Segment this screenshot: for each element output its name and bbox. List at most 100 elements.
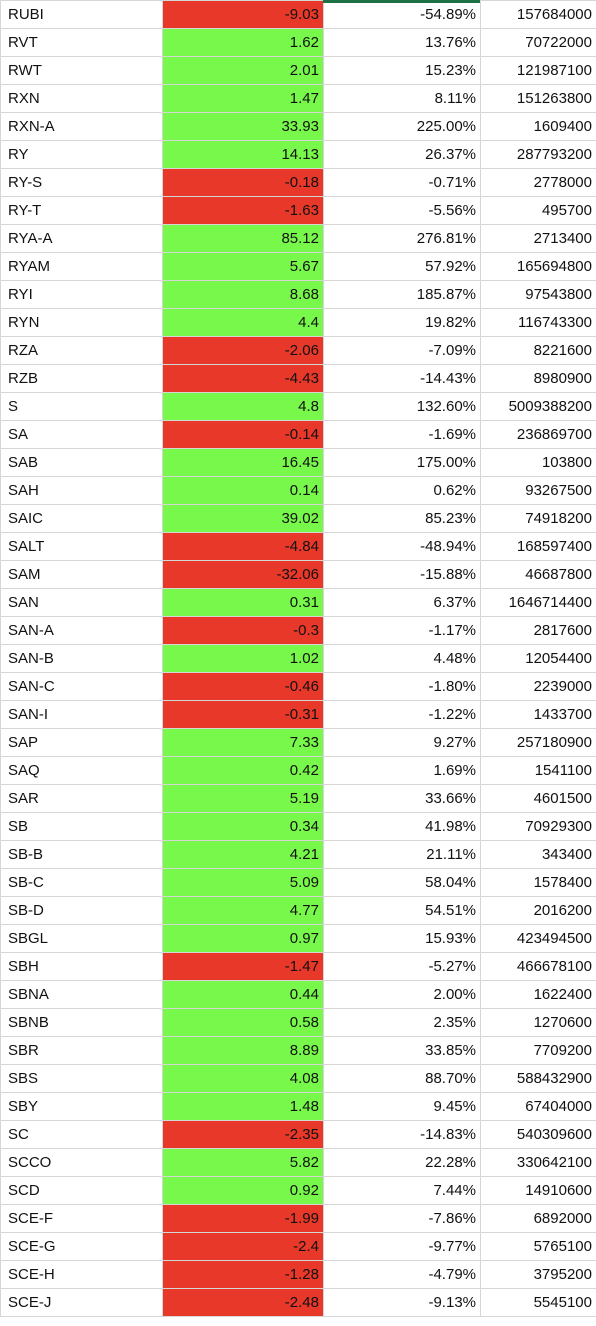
ticker-cell[interactable]: SCD	[0, 1176, 163, 1205]
percent-change-cell[interactable]: -4.79%	[323, 1260, 481, 1289]
volume-cell[interactable]: 5009388200	[480, 392, 596, 421]
ticker-cell[interactable]: RYI	[0, 280, 163, 309]
change-cell[interactable]: -1.47	[162, 952, 324, 981]
change-cell[interactable]: 1.48	[162, 1092, 324, 1121]
volume-cell[interactable]: 330642100	[480, 1148, 596, 1177]
percent-change-cell[interactable]: -5.56%	[323, 196, 481, 225]
ticker-cell[interactable]: RY-S	[0, 168, 163, 197]
ticker-cell[interactable]: SCE-H	[0, 1260, 163, 1289]
percent-change-cell[interactable]: 15.23%	[323, 56, 481, 85]
ticker-cell[interactable]: SAN-A	[0, 616, 163, 645]
change-cell[interactable]: 0.31	[162, 588, 324, 617]
change-cell[interactable]: -1.28	[162, 1260, 324, 1289]
percent-change-cell[interactable]: -1.80%	[323, 672, 481, 701]
percent-change-cell[interactable]: -54.89%	[323, 0, 481, 29]
volume-cell[interactable]: 151263800	[480, 84, 596, 113]
ticker-cell[interactable]: RY	[0, 140, 163, 169]
volume-cell[interactable]: 2239000	[480, 672, 596, 701]
percent-change-cell[interactable]: -7.86%	[323, 1204, 481, 1233]
change-cell[interactable]: 4.21	[162, 840, 324, 869]
change-cell[interactable]: 4.4	[162, 308, 324, 337]
volume-cell[interactable]: 1433700	[480, 700, 596, 729]
ticker-cell[interactable]: SALT	[0, 532, 163, 561]
change-cell[interactable]: -4.43	[162, 364, 324, 393]
volume-cell[interactable]: 157684000	[480, 0, 596, 29]
ticker-cell[interactable]: SB-C	[0, 868, 163, 897]
change-cell[interactable]: 0.42	[162, 756, 324, 785]
ticker-cell[interactable]: SCE-J	[0, 1288, 163, 1317]
change-cell[interactable]: -1.63	[162, 196, 324, 225]
change-cell[interactable]: 4.08	[162, 1064, 324, 1093]
ticker-cell[interactable]: SAN-B	[0, 644, 163, 673]
volume-cell[interactable]: 423494500	[480, 924, 596, 953]
volume-cell[interactable]: 257180900	[480, 728, 596, 757]
change-cell[interactable]: -0.3	[162, 616, 324, 645]
change-cell[interactable]: 16.45	[162, 448, 324, 477]
percent-change-cell[interactable]: 4.48%	[323, 644, 481, 673]
percent-change-cell[interactable]: -48.94%	[323, 532, 481, 561]
percent-change-cell[interactable]: 225.00%	[323, 112, 481, 141]
percent-change-cell[interactable]: 2.35%	[323, 1008, 481, 1037]
percent-change-cell[interactable]: 15.93%	[323, 924, 481, 953]
ticker-cell[interactable]: SBH	[0, 952, 163, 981]
percent-change-cell[interactable]: -1.17%	[323, 616, 481, 645]
ticker-cell[interactable]: SA	[0, 420, 163, 449]
change-cell[interactable]: -32.06	[162, 560, 324, 589]
percent-change-cell[interactable]: 41.98%	[323, 812, 481, 841]
volume-cell[interactable]: 93267500	[480, 476, 596, 505]
ticker-cell[interactable]: RY-T	[0, 196, 163, 225]
percent-change-cell[interactable]: -0.71%	[323, 168, 481, 197]
change-cell[interactable]: 14.13	[162, 140, 324, 169]
change-cell[interactable]: 0.44	[162, 980, 324, 1009]
ticker-cell[interactable]: SBGL	[0, 924, 163, 953]
percent-change-cell[interactable]: 85.23%	[323, 504, 481, 533]
change-cell[interactable]: -2.35	[162, 1120, 324, 1149]
change-cell[interactable]: 5.09	[162, 868, 324, 897]
volume-cell[interactable]: 5545100	[480, 1288, 596, 1317]
volume-cell[interactable]: 8980900	[480, 364, 596, 393]
volume-cell[interactable]: 287793200	[480, 140, 596, 169]
volume-cell[interactable]: 3795200	[480, 1260, 596, 1289]
ticker-cell[interactable]: RYA-A	[0, 224, 163, 253]
volume-cell[interactable]: 1541100	[480, 756, 596, 785]
ticker-cell[interactable]: SBS	[0, 1064, 163, 1093]
change-cell[interactable]: 1.02	[162, 644, 324, 673]
percent-change-cell[interactable]: 22.28%	[323, 1148, 481, 1177]
change-cell[interactable]: 4.8	[162, 392, 324, 421]
ticker-cell[interactable]: SAQ	[0, 756, 163, 785]
volume-cell[interactable]: 1609400	[480, 112, 596, 141]
volume-cell[interactable]: 343400	[480, 840, 596, 869]
change-cell[interactable]: 0.58	[162, 1008, 324, 1037]
ticker-cell[interactable]: SAP	[0, 728, 163, 757]
percent-change-cell[interactable]: 26.37%	[323, 140, 481, 169]
change-cell[interactable]: -2.4	[162, 1232, 324, 1261]
percent-change-cell[interactable]: 2.00%	[323, 980, 481, 1009]
change-cell[interactable]: -0.31	[162, 700, 324, 729]
percent-change-cell[interactable]: 1.69%	[323, 756, 481, 785]
change-cell[interactable]: 2.01	[162, 56, 324, 85]
ticker-cell[interactable]: RXN-A	[0, 112, 163, 141]
percent-change-cell[interactable]: 6.37%	[323, 588, 481, 617]
volume-cell[interactable]: 2016200	[480, 896, 596, 925]
ticker-cell[interactable]: SAM	[0, 560, 163, 589]
percent-change-cell[interactable]: 185.87%	[323, 280, 481, 309]
ticker-cell[interactable]: RYN	[0, 308, 163, 337]
ticker-cell[interactable]: RWT	[0, 56, 163, 85]
volume-cell[interactable]: 46687800	[480, 560, 596, 589]
volume-cell[interactable]: 168597400	[480, 532, 596, 561]
percent-change-cell[interactable]: 19.82%	[323, 308, 481, 337]
ticker-cell[interactable]: S	[0, 392, 163, 421]
volume-cell[interactable]: 97543800	[480, 280, 596, 309]
change-cell[interactable]: 0.14	[162, 476, 324, 505]
change-cell[interactable]: 33.93	[162, 112, 324, 141]
change-cell[interactable]: 5.67	[162, 252, 324, 281]
ticker-cell[interactable]: RVT	[0, 28, 163, 57]
ticker-cell[interactable]: RYAM	[0, 252, 163, 281]
percent-change-cell[interactable]: -15.88%	[323, 560, 481, 589]
percent-change-cell[interactable]: -1.22%	[323, 700, 481, 729]
change-cell[interactable]: 85.12	[162, 224, 324, 253]
ticker-cell[interactable]: RUBI	[0, 0, 163, 29]
ticker-cell[interactable]: SAIC	[0, 504, 163, 533]
ticker-cell[interactable]: RXN	[0, 84, 163, 113]
volume-cell[interactable]: 70929300	[480, 812, 596, 841]
